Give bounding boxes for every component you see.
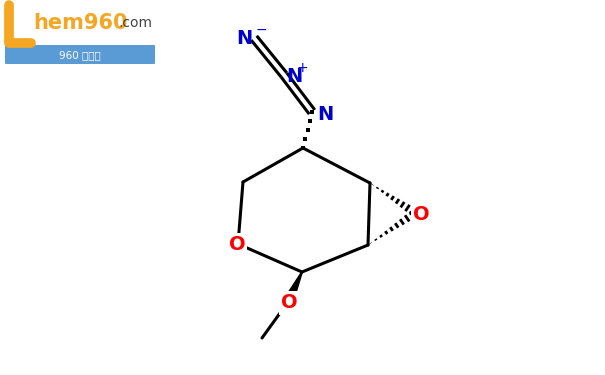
Text: hem960: hem960	[33, 13, 128, 33]
Text: O: O	[413, 204, 430, 224]
Text: 960 化工网: 960 化工网	[59, 50, 101, 60]
Text: N: N	[286, 68, 302, 87]
Text: +: +	[296, 61, 308, 75]
Text: O: O	[229, 236, 245, 255]
Polygon shape	[284, 272, 302, 304]
Text: N: N	[317, 105, 333, 123]
Text: −: −	[255, 23, 267, 37]
Text: O: O	[281, 294, 297, 312]
FancyBboxPatch shape	[5, 45, 155, 64]
Text: N: N	[236, 30, 252, 48]
Text: .com: .com	[119, 16, 153, 30]
